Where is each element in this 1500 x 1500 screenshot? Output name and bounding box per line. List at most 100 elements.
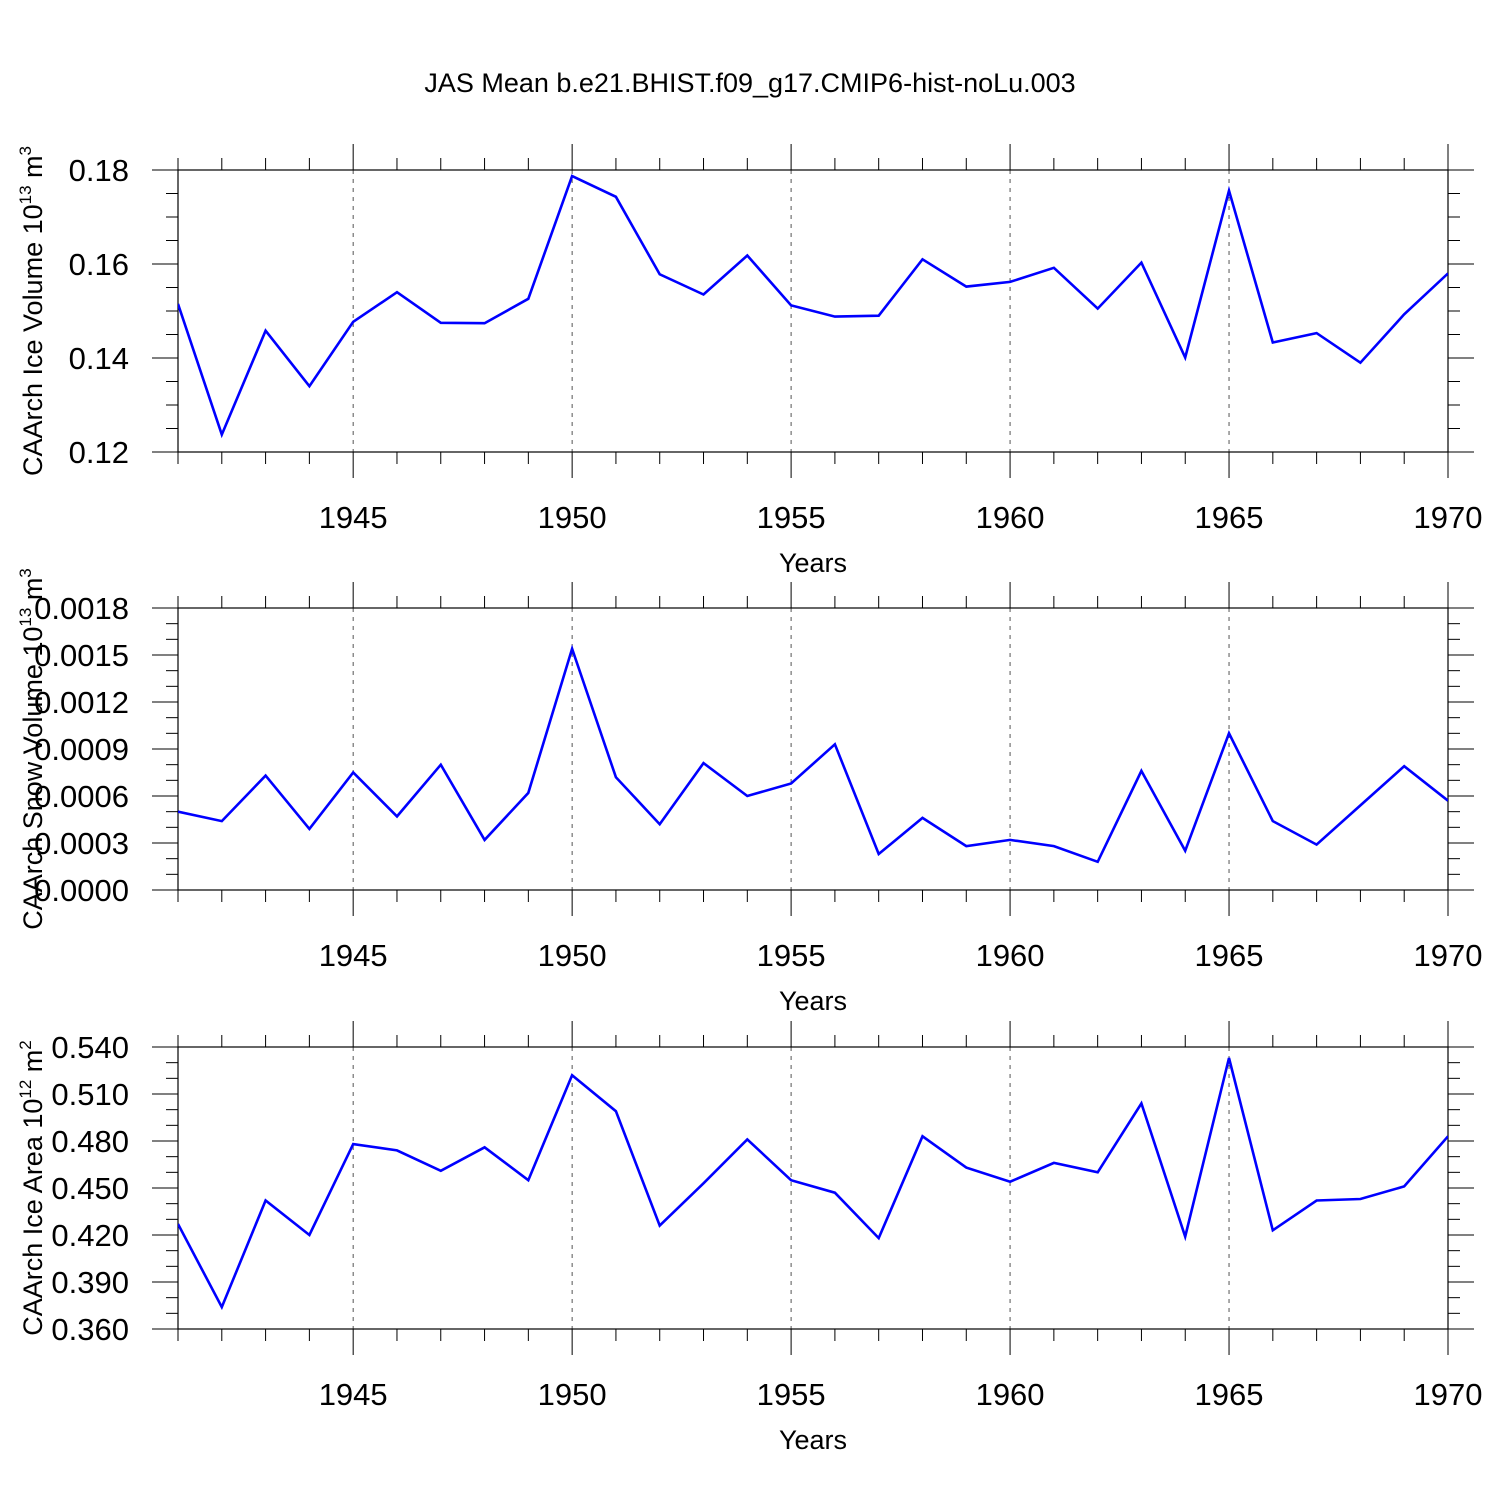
data-point <box>615 776 617 778</box>
data-point <box>264 774 266 776</box>
data-point <box>834 743 836 745</box>
data-point <box>1359 1198 1361 1200</box>
y-axis-label-exp: 13 <box>16 608 35 627</box>
y-tick-label: 0.510 <box>51 1077 129 1112</box>
data-point <box>1272 1229 1274 1231</box>
y-tick-label: 0.480 <box>51 1124 129 1159</box>
data-point <box>1053 1162 1055 1164</box>
data-point <box>440 1170 442 1172</box>
data-point <box>1184 850 1186 852</box>
y-axis-label-exp: 12 <box>16 1080 35 1099</box>
x-tick-label: 1960 <box>976 500 1045 535</box>
panel-snow-volume: 1945 1950 1955 1960 1965 1970 0.0000 0.0003 0.00… <box>16 568 1482 1016</box>
x-axis-label: Years <box>779 548 847 578</box>
data-point <box>221 820 223 822</box>
data-point <box>440 763 442 765</box>
data-point <box>177 810 179 812</box>
data-point <box>396 291 398 293</box>
y-tick-label: 0.0003 <box>34 826 129 861</box>
x-tick-label: 1965 <box>1195 1377 1264 1412</box>
x-tick-label: 1945 <box>319 500 388 535</box>
x-tick-label: 1970 <box>1414 1377 1483 1412</box>
data-point <box>483 839 485 841</box>
data-point <box>615 1110 617 1112</box>
data-point <box>1053 267 1055 269</box>
data-point <box>308 1234 310 1236</box>
data-point <box>571 648 573 650</box>
series-line <box>178 174 1448 439</box>
data-point <box>1096 307 1098 309</box>
data-point <box>702 293 704 295</box>
x-tick-label: 1950 <box>538 500 607 535</box>
y-axis-label: CAArch Ice Area 1012 m2 <box>16 1040 48 1336</box>
y-tick-label: 0.0018 <box>34 591 129 626</box>
data-point <box>790 1179 792 1181</box>
y-axis-label: CAArch Ice Volume 1013 m3 <box>16 146 48 476</box>
data-point <box>877 1237 879 1239</box>
x-tick-label: 1955 <box>757 500 826 535</box>
data-point <box>1009 839 1011 841</box>
y-axis-label-base: CAArch Ice Volume 10 <box>18 204 48 476</box>
x-axis-label: Years <box>779 1425 847 1455</box>
x-tick-label: 1970 <box>1414 500 1483 535</box>
data-point <box>308 385 310 387</box>
data-point <box>746 1138 748 1140</box>
data-point <box>702 762 704 764</box>
x-tick-label: 1960 <box>976 1377 1045 1412</box>
x-tick-label: 1955 <box>757 938 826 973</box>
x-tick-label: 1965 <box>1195 938 1264 973</box>
y-axis-label-unit: m <box>18 578 48 608</box>
data-point <box>921 817 923 819</box>
data-point <box>921 258 923 260</box>
data-point <box>221 1306 223 1308</box>
data-point <box>352 321 354 323</box>
data-point <box>1359 362 1361 364</box>
data-point <box>834 315 836 317</box>
y-axis-label-unit-exp: 2 <box>16 1040 35 1049</box>
y-tick-label: 0.0000 <box>34 873 129 908</box>
data-point <box>396 815 398 817</box>
data-point <box>746 254 748 256</box>
y-tick-label: 0.12 <box>69 435 129 470</box>
x-tick-label: 1950 <box>538 1377 607 1412</box>
x-tick-label: 1955 <box>757 1377 826 1412</box>
data-point <box>834 1192 836 1194</box>
data-point <box>1228 732 1230 734</box>
data-point <box>659 273 661 275</box>
x-tick-label: 1970 <box>1414 938 1483 973</box>
data-point <box>264 1199 266 1201</box>
y-tick-label: 0.18 <box>69 153 129 188</box>
data-point <box>790 304 792 306</box>
data-point <box>177 1223 179 1225</box>
data-point <box>1053 845 1055 847</box>
y-tick-label: 0.390 <box>51 1265 129 1300</box>
data-point <box>790 782 792 784</box>
y-axis-label-base: CAArch Ice Area 10 <box>18 1099 48 1336</box>
series-line <box>178 1057 1448 1311</box>
plot-frame <box>177 607 1449 891</box>
x-tick-label: 1945 <box>319 1377 388 1412</box>
data-point <box>352 771 354 773</box>
data-point <box>1272 341 1274 343</box>
data-point <box>615 196 617 198</box>
y-axis-label: CAArch Snow Volume 1013 m3 <box>16 568 48 930</box>
data-point <box>746 795 748 797</box>
x-tick-label: 1945 <box>319 938 388 973</box>
data-point <box>1315 332 1317 334</box>
data-point <box>1359 804 1361 806</box>
y-axis-label-unit-exp: 3 <box>16 568 35 577</box>
data-point <box>1009 1181 1011 1183</box>
data-point <box>396 1149 398 1151</box>
data-point <box>483 1146 485 1148</box>
data-point <box>440 322 442 324</box>
x-tick-label: 1965 <box>1195 500 1264 535</box>
x-tick-label: 1960 <box>976 938 1045 973</box>
data-point <box>1447 800 1449 802</box>
data-point <box>1140 770 1142 772</box>
data-point <box>965 845 967 847</box>
data-point <box>1228 189 1230 191</box>
data-point <box>527 792 529 794</box>
panel-ice-area: 1945 1950 1955 1960 1965 1970 0.360 0.390 0.420 0… <box>16 1021 1482 1455</box>
data-point <box>1096 1171 1098 1173</box>
data-point <box>1009 281 1011 283</box>
